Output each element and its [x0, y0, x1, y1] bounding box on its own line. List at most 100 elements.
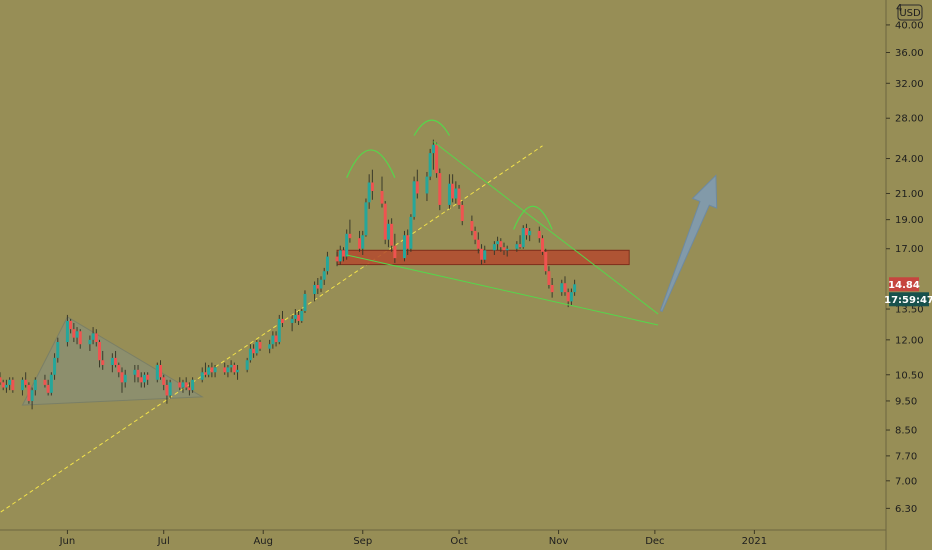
candle-up	[409, 216, 413, 249]
price-tick-label: 10.50	[895, 370, 924, 381]
price-axis-ticks: 40.00 36.00 32.00 28.00 24.00 21.00 19.00 17.00…	[886, 3, 924, 515]
candle-up	[33, 379, 37, 391]
candle-up	[271, 335, 275, 345]
price-tick-label: 24.00	[895, 154, 924, 165]
candle-up	[110, 357, 114, 365]
candle-up	[20, 379, 24, 391]
candle-down	[341, 250, 345, 257]
candle-up	[30, 390, 34, 401]
candle-down	[46, 384, 50, 393]
candle-down	[393, 245, 397, 259]
candle-up	[277, 318, 281, 343]
candle-down	[537, 230, 541, 239]
candle-down	[380, 190, 384, 204]
candle-up	[560, 283, 564, 293]
candle-down	[499, 241, 503, 248]
candle-down	[480, 248, 484, 260]
candle-down	[223, 367, 227, 373]
candle-down	[136, 369, 140, 378]
candle-up	[425, 176, 429, 194]
price-axis[interactable]: 40.00 36.00 32.00 28.00 24.00 21.00 19.00 17.00…	[885, 0, 924, 550]
candle-down	[316, 284, 320, 289]
candle-up	[303, 293, 307, 311]
shoulder-arc-2	[413, 119, 450, 136]
candle-up	[207, 367, 211, 375]
price-tick-label: 8.50	[895, 426, 917, 437]
price-tick-label: 32.00	[895, 79, 924, 90]
candle-up	[505, 248, 509, 251]
candle-down	[566, 292, 570, 302]
candle-up	[386, 223, 390, 240]
candle-up	[4, 384, 8, 388]
candle-down	[69, 320, 73, 330]
candle-down	[297, 314, 301, 321]
time-tick-label: Sep	[353, 536, 372, 547]
candle-up	[319, 279, 323, 289]
price-tick-label-partial: 4	[896, 3, 902, 14]
price-tick-label: 21.00	[895, 189, 924, 200]
candle-down	[470, 221, 474, 231]
candle-up	[229, 364, 233, 368]
candle-up	[573, 284, 577, 293]
candle-up	[88, 339, 92, 345]
candle-up	[431, 144, 435, 154]
candle-up	[226, 367, 230, 373]
price-tick-label: 36.00	[895, 48, 924, 59]
candle-down	[162, 377, 166, 385]
candle-down	[358, 238, 362, 249]
candle-up	[91, 333, 95, 340]
candle-up	[155, 364, 159, 380]
time-axis[interactable]: Jun Jul Aug Sep Oct Nov Dec 2021	[0, 529, 886, 547]
candle-up	[345, 233, 349, 257]
candle-up	[361, 235, 365, 249]
candle-up	[325, 256, 329, 272]
candle-down	[406, 235, 410, 249]
time-tick-label: Jun	[59, 536, 76, 547]
shoulder-arc-1	[346, 149, 396, 178]
price-tick-label: 17.00	[895, 244, 924, 255]
price-tick-label: 13.50	[895, 305, 924, 316]
shoulder-arc-3	[513, 205, 553, 230]
candle-down	[114, 357, 118, 365]
support-trendline	[346, 254, 659, 326]
candle-down	[370, 182, 374, 191]
candle-down	[117, 364, 121, 373]
candle-up	[322, 271, 326, 280]
dashed-trendline	[0, 145, 543, 514]
candle-up	[402, 235, 406, 259]
candle-up	[528, 230, 532, 236]
candle-down	[563, 283, 567, 293]
candle-down	[11, 379, 15, 391]
candle-down	[435, 144, 439, 174]
time-tick-label: Jul	[157, 536, 170, 547]
candle-down	[383, 203, 387, 240]
candle-up	[496, 241, 500, 245]
candle-up	[181, 382, 185, 388]
candle-down	[1, 382, 5, 388]
candle-up	[268, 344, 272, 349]
candle-up	[200, 372, 204, 380]
price-tick-label: 28.00	[895, 114, 924, 125]
candle-up	[521, 228, 525, 248]
candle-down	[24, 379, 28, 385]
candle-up	[245, 360, 249, 370]
time-tick-label: Dec	[645, 536, 664, 547]
candle-down	[544, 251, 548, 272]
candle-down	[518, 244, 522, 248]
candle-down	[232, 364, 236, 373]
time-tick-label: Oct	[450, 536, 467, 547]
candle-up	[338, 250, 342, 262]
candle-up	[53, 357, 57, 375]
candle-down	[502, 247, 506, 251]
candle-up	[300, 310, 304, 321]
candle-up	[569, 292, 573, 302]
candle-down	[457, 188, 461, 205]
candle-down	[203, 372, 207, 375]
candle-up	[364, 202, 368, 236]
candle-down	[415, 181, 419, 194]
price-tick-label: 6.30	[895, 504, 917, 515]
currency-button[interactable]: USD	[897, 4, 923, 21]
candle-up	[255, 342, 259, 354]
time-tick-label: Aug	[253, 536, 273, 547]
